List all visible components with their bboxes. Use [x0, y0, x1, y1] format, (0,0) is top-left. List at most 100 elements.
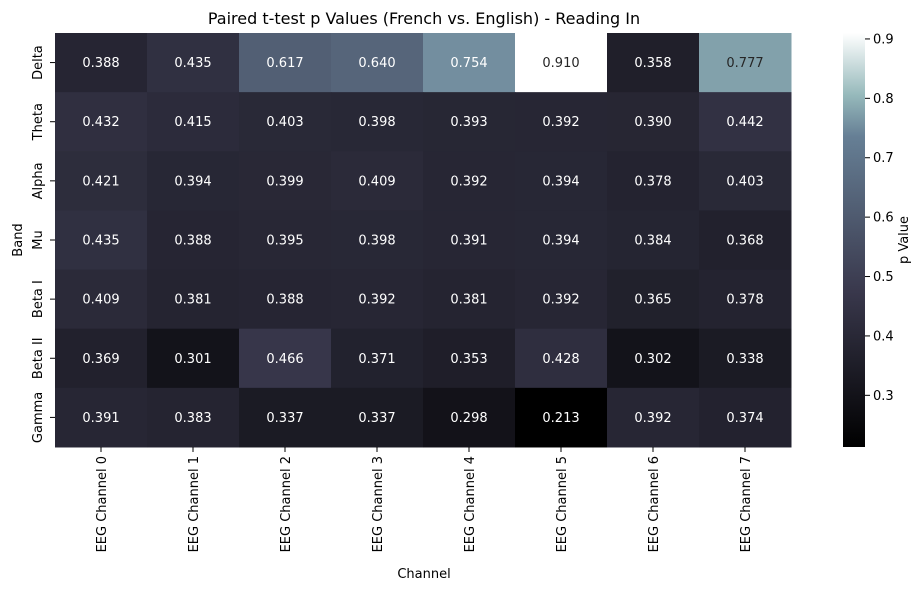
cell-value-label: 0.398: [358, 115, 395, 130]
heatmap-cell: [699, 387, 792, 448]
y-tick-label: Alpha: [31, 162, 46, 199]
cell-value-label: 0.388: [174, 233, 211, 248]
cell-value-label: 0.466: [266, 352, 303, 367]
chart-title: Paired t-test p Values (French vs. Engli…: [208, 9, 640, 28]
cell-value-label: 0.910: [542, 56, 579, 71]
heatmap-cell: [55, 269, 148, 330]
cell-value-label: 0.409: [82, 293, 119, 308]
cell-value-label: 0.371: [358, 352, 395, 367]
heatmap-cell: [55, 33, 148, 93]
cell-value-label: 0.421: [82, 174, 119, 189]
heatmap-cell: [607, 328, 700, 389]
heatmap-cell: [607, 210, 700, 271]
heatmap-cell: [147, 33, 240, 93]
heatmap-cell: [147, 387, 240, 448]
heatmap-cell: [239, 328, 332, 389]
heatmap-cell: [147, 269, 240, 330]
colorbar-ticks: 0.3 0.4 0.5 0.6 0.7 0.8 0.9: [865, 32, 894, 404]
cell-value-label: 0.388: [266, 293, 303, 308]
heatmap-cell: [607, 92, 700, 152]
x-tick-label: EEG Channel 2: [279, 456, 294, 552]
cell-value-label: 0.392: [634, 411, 671, 426]
heatmap-cell: [239, 92, 332, 152]
y-tick-label: Gamma: [31, 392, 46, 443]
heatmap-cell: [55, 92, 148, 152]
y-axis-label: Band: [11, 223, 26, 256]
cell-value-label: 0.640: [358, 56, 395, 71]
colorbar-tick-label: 0.7: [873, 151, 894, 166]
heatmap-cell: [331, 151, 424, 211]
colorbar-tick-label: 0.8: [873, 92, 894, 107]
cell-value-label: 0.392: [358, 293, 395, 308]
x-tick-label: EEG Channel 3: [371, 456, 386, 552]
heatmap-cell: [147, 151, 240, 211]
heatmap-cell: [55, 328, 148, 389]
heatmap-cell: [239, 151, 332, 211]
cell-value-label: 0.395: [266, 233, 303, 248]
cell-value-label: 0.337: [358, 411, 395, 426]
heatmap-cell: [607, 269, 700, 330]
cell-value-label: 0.394: [174, 174, 211, 189]
cell-value-label: 0.368: [726, 233, 763, 248]
x-tick-label: EEG Channel 1: [187, 456, 202, 552]
heatmap-cell: [699, 210, 792, 271]
heatmap-cell: [515, 387, 608, 448]
y-tick-label: Beta I: [31, 280, 46, 318]
heatmap-cell: [331, 269, 424, 330]
cell-value-label: 0.777: [726, 56, 763, 71]
cell-value-label: 0.301: [174, 352, 211, 367]
heatmap-cell: [699, 328, 792, 389]
heatmap-cell: [607, 151, 700, 211]
colorbar-label: p Value: [897, 216, 912, 264]
cell-value-label: 0.383: [174, 411, 211, 426]
cell-value-label: 0.394: [542, 233, 579, 248]
heatmap-cell: [423, 151, 516, 211]
cell-value-label: 0.378: [634, 174, 671, 189]
cell-value-label: 0.338: [726, 352, 763, 367]
cell-value-label: 0.391: [82, 411, 119, 426]
colorbar-tick-label: 0.9: [873, 32, 894, 47]
x-tick-label: EEG Channel 5: [555, 456, 570, 552]
heatmap-cell: [239, 269, 332, 330]
x-tick-label: EEG Channel 6: [647, 456, 662, 552]
heatmap-cell: [239, 210, 332, 271]
heatmap-cell: [515, 210, 608, 271]
heatmap-cell: [239, 387, 332, 448]
cell-value-label: 0.415: [174, 115, 211, 130]
heatmap-cell: [331, 210, 424, 271]
x-axis: EEG Channel 0 EEG Channel 1 EEG Channel 2 E…: [95, 446, 754, 552]
cell-value-label: 0.381: [174, 293, 211, 308]
cell-value-label: 0.353: [450, 352, 487, 367]
heatmap-cell: [331, 387, 424, 448]
cell-value-label: 0.384: [634, 233, 671, 248]
x-axis-label: Channel: [397, 567, 450, 582]
cell-value-label: 0.358: [634, 56, 671, 71]
heatmap-cell: [423, 387, 516, 448]
cell-value-label: 0.369: [82, 352, 119, 367]
cell-value-label: 0.403: [266, 115, 303, 130]
colorbar-tick-label: 0.5: [873, 270, 894, 285]
y-tick-label: Theta: [31, 103, 46, 141]
heatmap-cells: 0.388 0.435 0.617 0.640 0.754 0.910 0.358 0.777…: [55, 33, 792, 448]
cell-value-label: 0.398: [358, 233, 395, 248]
colorbar-tick-label: 0.4: [873, 329, 894, 344]
heatmap-cell: [55, 387, 148, 448]
heatmap-cell: [607, 33, 700, 93]
heatmap-cell: [699, 151, 792, 211]
cell-value-label: 0.403: [726, 174, 763, 189]
cell-value-label: 0.393: [450, 115, 487, 130]
cell-value-label: 0.213: [542, 411, 579, 426]
y-tick-label: Delta: [31, 45, 46, 80]
cell-value-label: 0.428: [542, 352, 579, 367]
heatmap-cell: [699, 269, 792, 330]
cell-value-label: 0.432: [82, 115, 119, 130]
y-axis: Delta Theta Alpha Mu Beta I Beta II Gamma: [31, 45, 55, 443]
heatmap-cell: [423, 210, 516, 271]
cell-value-label: 0.617: [266, 56, 303, 71]
heatmap-cell: [331, 33, 424, 93]
heatmap-cell: [607, 387, 700, 448]
cell-value-label: 0.378: [726, 293, 763, 308]
cell-value-label: 0.754: [450, 56, 487, 71]
heatmap-cell: [423, 92, 516, 152]
heatmap-cell: [699, 92, 792, 152]
